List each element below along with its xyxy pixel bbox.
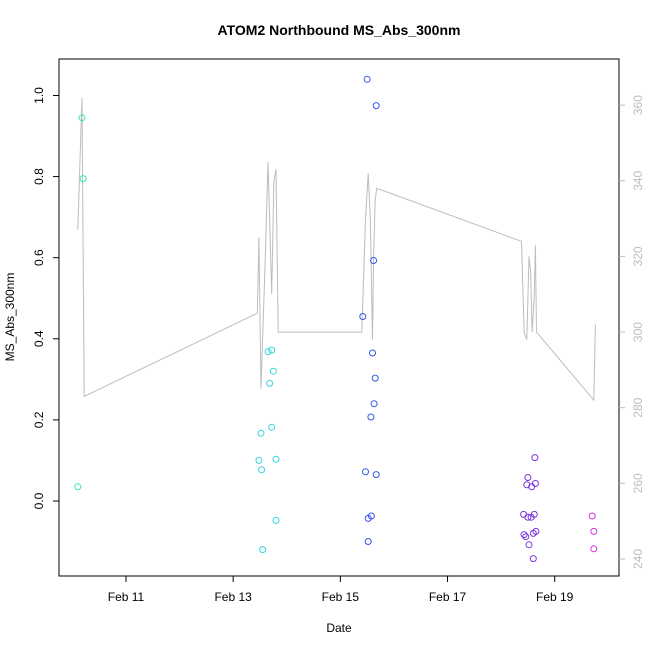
chart-title: ATOM2 Northbound MS_Abs_300nm [218,22,461,38]
data-point [520,510,528,518]
data-points-layer [74,75,598,563]
data-point [268,423,276,431]
data-point [79,175,87,183]
data-point [531,454,539,462]
data-point [78,114,86,122]
y2-tick-label: 260 [631,473,645,493]
data-point [532,527,540,535]
data-point [590,527,598,535]
data-point [264,348,272,356]
data-point [363,75,371,83]
data-line-layer [77,97,596,402]
y-tick-label: 0.4 [32,330,46,347]
data-point [369,349,376,357]
y-tick-label: 1.0 [32,87,46,104]
data-point [530,510,538,518]
data-point [370,400,378,408]
y-axis-right: 240 260 280 300 320 340 360 [619,95,645,569]
x-axis: Feb 11 Feb 13 Feb 15 Feb 17 Feb 19 [108,576,574,604]
data-point [272,455,280,463]
data-point [529,555,537,563]
data-point [268,346,276,354]
data-point [367,413,375,421]
x-tick-label: Feb 19 [536,590,574,604]
data-point [524,474,532,481]
data-point [257,429,265,437]
data-point [367,512,375,520]
x-tick-label: Feb 11 [108,590,145,604]
x-tick-label: Feb 15 [322,590,360,604]
x-tick-label: Feb 17 [429,590,467,604]
series-line [77,97,596,402]
y2-tick-label: 360 [631,95,645,115]
y-tick-label: 0.8 [32,168,46,185]
data-point [259,546,267,554]
data-point [520,531,528,539]
data-point [370,257,378,264]
data-point [372,102,380,110]
data-point [74,483,82,491]
data-point [255,456,263,464]
data-point [590,545,598,553]
y-tick-label: 0.6 [32,249,46,266]
data-point [371,374,379,382]
data-point [364,538,372,545]
y2-tick-label: 240 [631,549,645,569]
data-point [269,367,277,375]
y2-tick-label: 320 [631,246,645,266]
data-point [522,533,530,541]
data-point [266,379,274,387]
y2-tick-label: 280 [631,397,645,417]
data-point [362,468,369,476]
plot-frame [58,58,620,577]
data-point [359,313,367,320]
data-point [525,541,533,549]
y2-tick-label: 340 [631,170,645,190]
data-point [588,512,596,520]
data-point [372,471,380,479]
data-point [524,513,532,521]
y-tick-label: 0.2 [32,411,46,428]
data-point [258,466,266,474]
y-axis-label: MS_Abs_300nm [3,273,17,362]
data-point [272,516,280,524]
data-point [531,480,539,487]
y-tick-label: 0.0 [32,492,46,509]
y-axis-left: 0.0 0.2 0.4 0.6 0.8 1.0 [32,87,59,509]
x-tick-label: Feb 13 [214,590,252,604]
y2-tick-label: 300 [631,322,645,342]
x-axis-label: Date [326,621,352,635]
